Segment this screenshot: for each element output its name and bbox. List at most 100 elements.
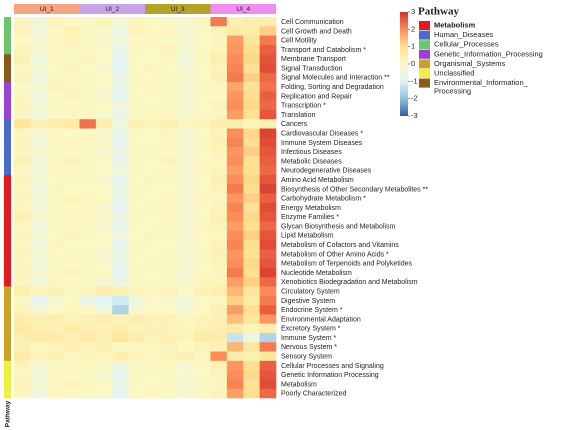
heatmap-cell	[63, 119, 80, 129]
heatmap-cell	[112, 119, 129, 129]
row-label: Genetic Information Processing	[281, 372, 379, 379]
group-label: UI_1	[40, 6, 54, 13]
heatmap-cell	[128, 379, 146, 390]
heatmap-cell	[161, 174, 179, 185]
row-label: Membrane Transport	[281, 56, 346, 63]
row-annotation	[4, 351, 11, 362]
heatmap-cell	[194, 202, 211, 213]
heatmap-cell	[259, 54, 277, 64]
heatmap-cell	[63, 267, 80, 278]
heatmap-cell	[145, 240, 162, 250]
heatmap-cell	[177, 286, 195, 297]
legend-swatch	[419, 69, 430, 78]
heatmap-cell	[63, 109, 80, 120]
heatmap-cell	[145, 332, 162, 343]
group-bar	[79, 4, 145, 14]
heatmap-cell	[243, 342, 260, 352]
row-annotation	[4, 379, 11, 390]
heatmap-cell	[14, 277, 31, 287]
heatmap-cell	[128, 202, 146, 213]
heatmap-cell	[145, 277, 162, 287]
heatmap-cell	[46, 295, 64, 306]
heatmap-cell	[128, 267, 146, 278]
heatmap-cell	[14, 379, 31, 390]
heatmap-cell	[259, 388, 277, 399]
row-label: Metabolic Diseases	[281, 158, 342, 165]
heatmap-cell	[14, 174, 31, 185]
heatmap-cell	[63, 249, 80, 259]
heatmap-cell	[243, 54, 260, 64]
heatmap-cell	[259, 109, 277, 120]
heatmap-cell	[243, 63, 260, 74]
heatmap-cell	[194, 174, 211, 185]
heatmap-cell	[161, 314, 179, 324]
heatmap-cell	[161, 351, 179, 362]
heatmap-cell	[145, 258, 162, 269]
row-label: Infectious Diseases	[281, 149, 342, 156]
heatmap-cell	[243, 305, 260, 315]
heatmap-cell	[95, 267, 113, 278]
heatmap-cell	[112, 286, 129, 297]
heatmap-cell	[177, 72, 195, 83]
heatmap-cell	[46, 100, 64, 111]
heatmap-cell	[226, 314, 244, 324]
heatmap-cell	[161, 342, 179, 352]
heatmap-cell	[128, 91, 146, 101]
row-annotation	[4, 342, 11, 352]
heatmap-cell	[79, 193, 97, 204]
heatmap-cell	[161, 63, 179, 74]
heatmap-cell	[79, 379, 97, 390]
heatmap-cell	[243, 277, 260, 287]
heatmap-cell	[161, 109, 179, 120]
heatmap-cell	[95, 342, 113, 352]
row-annotation	[4, 314, 11, 324]
heatmap-cell	[243, 230, 260, 241]
heatmap-cell	[226, 119, 244, 129]
heatmap-cell	[161, 305, 179, 315]
heatmap-cell	[112, 221, 129, 232]
heatmap-cell	[14, 258, 31, 269]
heatmap-cell	[46, 156, 64, 166]
heatmap-cell	[226, 240, 244, 250]
row-annotation	[4, 267, 11, 278]
heatmap-cell	[14, 193, 31, 204]
heatmap-cell	[79, 184, 97, 194]
heatmap-cell	[79, 249, 97, 259]
heatmap-cell	[161, 72, 179, 83]
heatmap-cell	[79, 82, 97, 92]
heatmap-cell	[194, 109, 211, 120]
heatmap-cell	[243, 286, 260, 297]
heatmap-cell	[112, 277, 129, 287]
heatmap-cell	[161, 332, 179, 343]
heatmap-cell	[194, 305, 211, 315]
heatmap-cell	[63, 277, 80, 287]
heatmap-cell	[226, 258, 244, 269]
heatmap-cell	[243, 332, 260, 343]
row-label: Nervous System *	[281, 344, 337, 351]
legend-swatch	[419, 49, 430, 59]
heatmap-cell	[95, 286, 113, 297]
heatmap-cell	[243, 165, 260, 176]
heatmap-cell	[161, 249, 179, 259]
heatmap-cell	[95, 360, 113, 371]
group-label: UI_2	[105, 6, 119, 13]
heatmap-cell	[30, 360, 48, 371]
heatmap-cell	[210, 379, 228, 390]
legend-label: Genetic_Information_Processing	[434, 49, 543, 58]
heatmap-cell	[259, 305, 277, 315]
heatmap-cell	[128, 295, 146, 306]
heatmap-cell	[210, 360, 228, 371]
row-label: Cardiovascular Diseases *	[281, 131, 363, 138]
row-label: Cellular Processes and Signaling	[281, 363, 384, 370]
heatmap-cell	[226, 249, 244, 259]
heatmap-cell	[161, 147, 179, 157]
heatmap-cell	[112, 323, 129, 334]
heatmap-cell	[194, 267, 211, 278]
color-bar	[400, 12, 408, 116]
heatmap-cell	[259, 193, 277, 204]
heatmap-cell	[226, 128, 244, 139]
heatmap-cell	[226, 26, 244, 36]
heatmap-cell	[243, 44, 260, 55]
heatmap-cell	[63, 100, 80, 111]
heatmap-cell	[259, 156, 277, 166]
